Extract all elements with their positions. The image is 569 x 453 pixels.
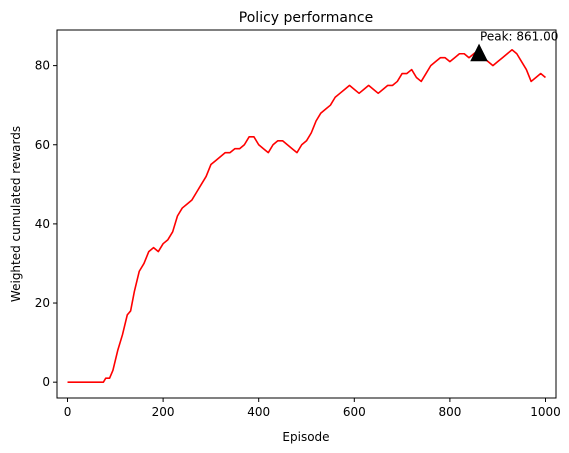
- x-tick-label: 400: [247, 405, 270, 419]
- x-axis-label: Episode: [282, 430, 329, 444]
- y-tick-label: 20: [35, 296, 50, 310]
- peak-label: Peak: 861.00: [480, 30, 558, 44]
- y-tick-label: 80: [35, 59, 50, 73]
- x-tick-label: 0: [64, 405, 72, 419]
- series-line-0: [67, 48, 546, 383]
- plot-frame: [56, 29, 557, 399]
- x-tick-label: 200: [152, 405, 175, 419]
- x-axis-ticks: 0 200 400 600 800 1000: [64, 398, 561, 419]
- y-axis-ticks: 0 20 40 60 80: [35, 59, 57, 389]
- y-tick-label: 0: [42, 375, 50, 389]
- x-tick-label: 1000: [530, 405, 561, 419]
- series-layer: [67, 48, 546, 383]
- x-tick-label: 800: [438, 405, 461, 419]
- y-tick-label: 40: [35, 217, 50, 231]
- y-axis-label: Weighted cumulated rewards: [9, 126, 23, 302]
- peak-marker: [470, 43, 488, 62]
- y-tick-label: 60: [35, 138, 50, 152]
- annotation-layer: Peak: 861.00: [470, 30, 558, 62]
- chart-title: Policy performance: [239, 10, 373, 26]
- x-tick-label: 600: [343, 405, 366, 419]
